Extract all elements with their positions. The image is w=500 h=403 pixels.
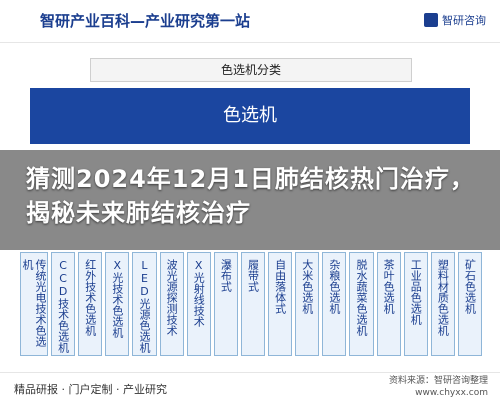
- brand-name: 智研咨询: [442, 14, 486, 27]
- category-column: 脱水蔬菜色选机: [349, 252, 374, 356]
- brand-logo-icon: [424, 13, 438, 27]
- category-column: CCD技术色选机: [51, 252, 76, 356]
- section-header: 色选机分类: [90, 58, 412, 82]
- footer-source-line: 资料来源：智研咨询整理: [388, 376, 488, 386]
- headline[interactable]: 猜测2024年12月1日肺结核热门治疗，揭秘未来肺结核治疗: [26, 165, 475, 227]
- category-column: 工业品色选机: [403, 252, 428, 356]
- category-column: 大米色选机: [295, 252, 320, 356]
- category-column: 自由落体式: [268, 252, 293, 356]
- footer: 精品研报 · 门户定制 · 产业研究 资料来源：智研咨询整理 www.chyxx…: [0, 372, 500, 403]
- brand: 智研咨询: [424, 12, 486, 28]
- category-column: 杂粮色选机: [322, 252, 347, 356]
- category-column: 茶叶色选机: [376, 252, 401, 356]
- category-column: 红外技术色选机: [78, 252, 103, 356]
- category-columns: 传统光电技术色选机 CCD技术色选机 红外技术色选机 X光技术色选机 LED光源…: [20, 252, 482, 356]
- category-column: X光技术色选机: [105, 252, 130, 356]
- footer-tagline: 精品研报 · 门户定制 · 产业研究: [14, 383, 167, 396]
- category-column: 瀑布式: [213, 252, 238, 356]
- page-title: 智研产业百科—产业研究第一站: [40, 12, 251, 30]
- footer-url[interactable]: www.chyxx.com: [415, 388, 488, 398]
- category-column: 传统光电技术色选机: [20, 252, 48, 356]
- category-column: 履带式: [240, 252, 265, 356]
- top-bar: 智研产业百科—产业研究第一站 智研咨询: [0, 0, 500, 43]
- category-column: 波光源探测技术: [159, 252, 184, 356]
- footer-source: 资料来源：智研咨询整理 www.chyxx.com: [389, 375, 488, 399]
- main-category-box: 色选机: [30, 88, 470, 144]
- category-column: 矿石色选机: [457, 252, 482, 356]
- category-column: LED光源色选机: [132, 252, 157, 356]
- headline-overlay: [0, 150, 500, 250]
- category-column: X光射线技术: [186, 252, 211, 356]
- category-column: 塑料材质色选机: [430, 252, 455, 356]
